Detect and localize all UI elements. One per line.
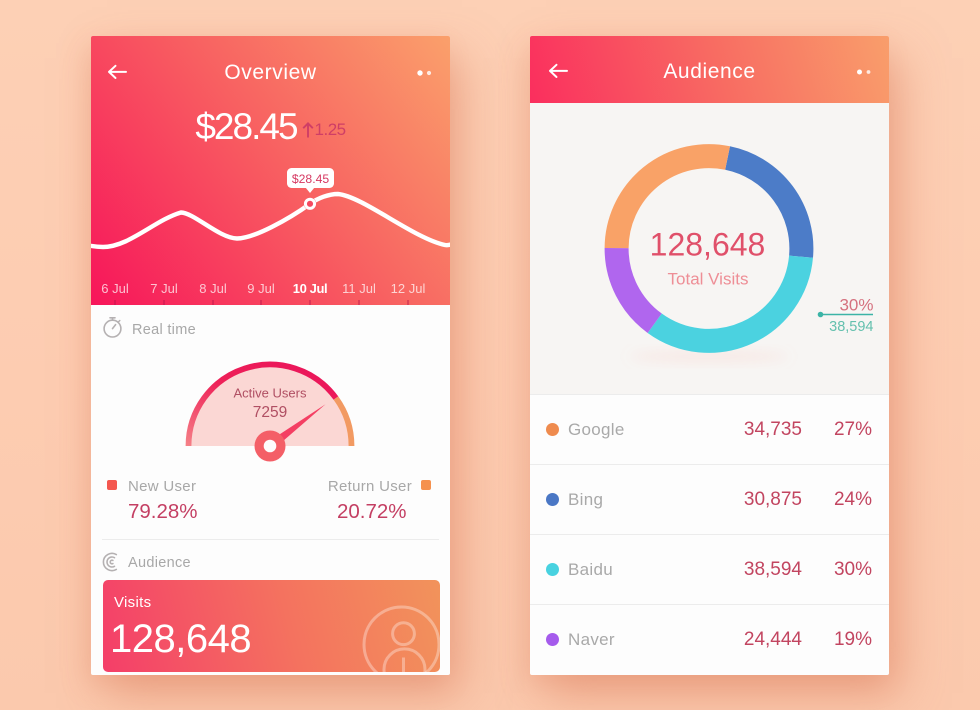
svg-text:Active Users: Active Users	[234, 386, 307, 401]
svg-text:9 Jul: 9 Jul	[247, 281, 275, 296]
svg-text:10 Jul: 10 Jul	[293, 281, 327, 296]
svg-text:30%: 30%	[839, 296, 873, 315]
svg-text:$28.45: $28.45	[292, 172, 329, 186]
svg-text:Total Visits: Total Visits	[668, 270, 749, 289]
svg-text:12 Jul: 12 Jul	[391, 281, 426, 296]
svg-text:128,648: 128,648	[650, 227, 766, 263]
svg-text:6 Jul: 6 Jul	[101, 281, 129, 296]
svg-text:7259: 7259	[253, 404, 287, 421]
svg-text:7 Jul: 7 Jul	[150, 281, 178, 296]
svg-text:38,594: 38,594	[829, 319, 873, 335]
svg-text:11 Jul: 11 Jul	[342, 281, 376, 296]
svg-text:8 Jul: 8 Jul	[199, 281, 227, 296]
